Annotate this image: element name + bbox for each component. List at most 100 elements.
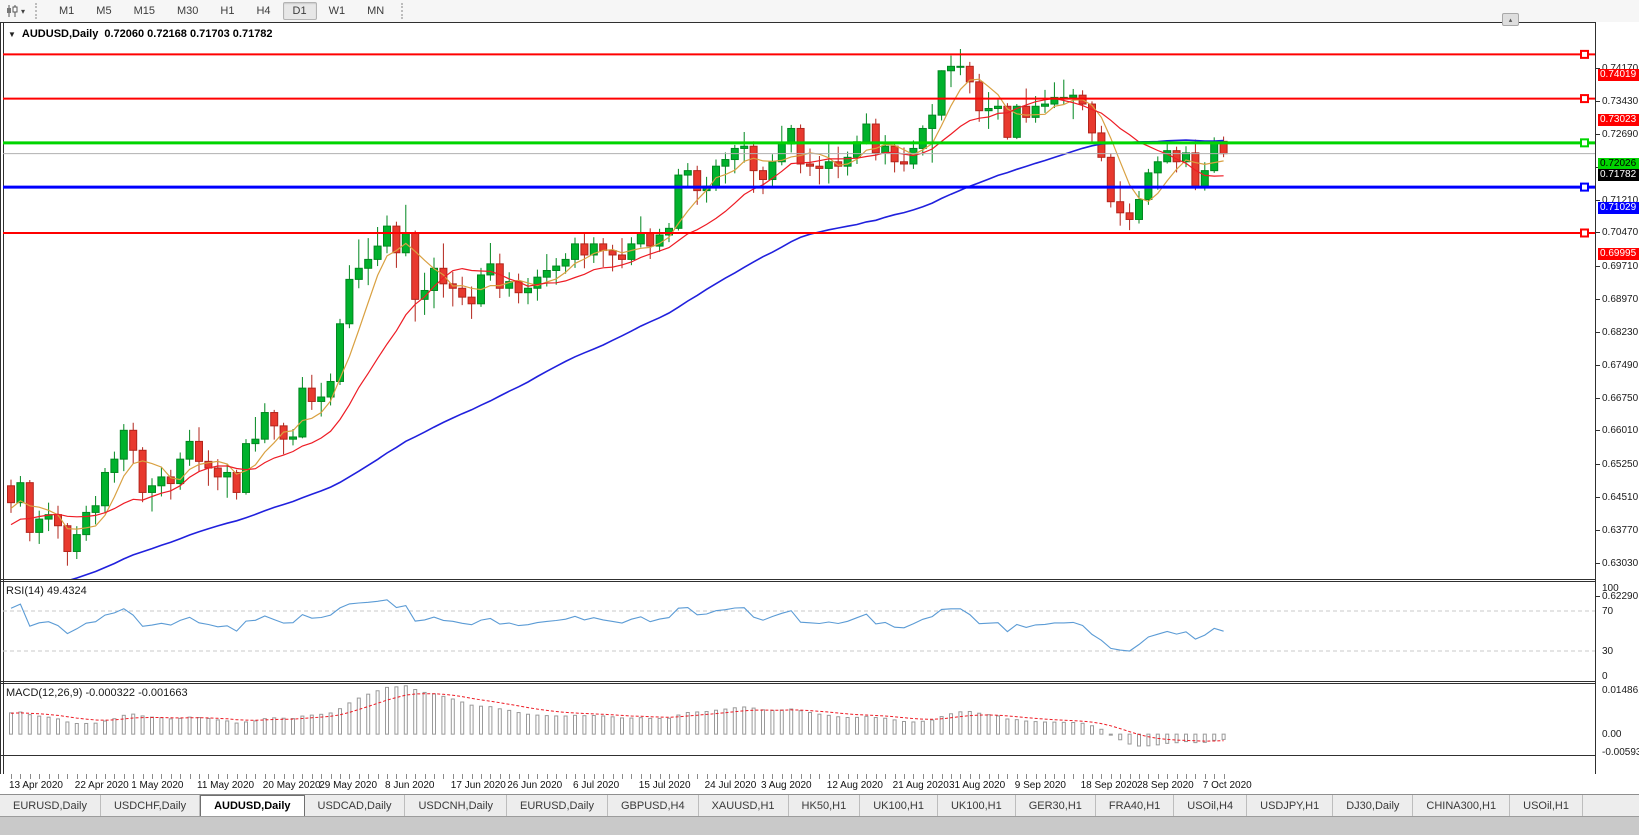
- macd-scale-0.00: 0.00: [1602, 729, 1622, 741]
- date-tick: [161, 774, 163, 779]
- price-axis[interactable]: 0.741700.734300.726900.719500.712100.704…: [1596, 22, 1639, 774]
- timeframe-buttons: M1 M5 M15 M30 H1 H4 D1 W1 MN: [48, 2, 395, 20]
- chart-tab-usdjpy-h1[interactable]: USDJPY,H1: [1247, 795, 1334, 817]
- price-tick-0.73430: 0.73430: [1596, 96, 1638, 107]
- chart-tab-dj30-daily[interactable]: DJ30,Daily: [1333, 795, 1414, 817]
- date-tick: [424, 774, 426, 779]
- timeframe-button-m1[interactable]: M1: [59, 5, 75, 17]
- tick-mark: [1596, 464, 1600, 466]
- price-tag-0.71029: 0.71029: [1598, 202, 1639, 215]
- macd-histogram: [9, 685, 1226, 747]
- collapse-triangle-icon[interactable]: ▼: [8, 29, 16, 39]
- chart-tab-uk100-h1[interactable]: UK100,H1: [860, 795, 938, 817]
- chart-tab-usdcad-daily[interactable]: USDCAD,Daily: [305, 795, 406, 817]
- chart-tab-usoil-h4[interactable]: USOil,H4: [1174, 795, 1248, 817]
- date-tick: [1195, 774, 1197, 779]
- date-tick: [471, 774, 473, 779]
- macd-indicator-label: MACD(12,26,9) -0.000322 -0.001663: [6, 687, 188, 699]
- date-tick: [678, 774, 680, 779]
- date-tick: [321, 774, 323, 779]
- date-label-11-may-2020: 11 May 2020: [197, 780, 255, 791]
- hline-handle: [1580, 49, 1589, 59]
- macd-panel[interactable]: [3, 683, 1595, 755]
- date-label-26-jun-2020: 26 Jun 2020: [507, 780, 563, 791]
- tick-mark: [1596, 298, 1600, 300]
- chart-tab-china300-h1[interactable]: CHINA300,H1: [1413, 795, 1511, 817]
- chart-tab-eurusd-daily[interactable]: EURUSD,Daily: [507, 795, 608, 817]
- date-tick: [697, 774, 699, 779]
- date-tick: [528, 774, 529, 779]
- timeframe-button-mn[interactable]: MN: [367, 5, 385, 17]
- tick-label: 0.71210: [1602, 194, 1639, 206]
- timeframe-button-m5[interactable]: M5: [96, 5, 112, 17]
- date-tick: [791, 774, 793, 779]
- date-label-24-jul-2020: 24 Jul 2020: [704, 780, 757, 791]
- date-tick: [452, 774, 454, 779]
- tick-label: 0.63770: [1602, 524, 1639, 536]
- toolbar-separator: [401, 3, 408, 19]
- tick-mark: [1596, 68, 1600, 70]
- date-tick: [622, 774, 623, 779]
- timeframe-button-d1[interactable]: D1: [282, 2, 317, 20]
- chart-tab-fra40-h1[interactable]: FRA40,H1: [1096, 795, 1175, 817]
- panel-separator[interactable]: [0, 681, 1596, 682]
- price-tick-0.64510: 0.64510: [1596, 492, 1638, 503]
- date-tick: [1223, 774, 1225, 779]
- date-tick: [922, 774, 924, 779]
- rsi-scale-100: 100: [1602, 583, 1619, 594]
- timeframe-button-h4[interactable]: H4: [256, 5, 271, 17]
- price-tick-0.62290: 0.62290: [1596, 590, 1639, 602]
- price-tick-0.72690: 0.72690: [1596, 129, 1638, 140]
- chart-tab-audusd-daily[interactable]: AUDUSD,Daily: [200, 795, 305, 817]
- date-label-12-aug-2020: 12 Aug 2020: [826, 780, 883, 791]
- chart-tab-hk50-h1[interactable]: HK50,H1: [789, 795, 861, 817]
- date-tick: [744, 774, 746, 779]
- date-label-31-aug-2020: 31 Aug 2020: [949, 780, 1006, 791]
- date-tick: [142, 774, 144, 779]
- chart-tab-xauusd-h1[interactable]: XAUUSD,H1: [699, 795, 789, 817]
- date-tick: [29, 774, 31, 779]
- date-tick: [509, 774, 511, 779]
- date-tick: [659, 774, 661, 779]
- rsi-panel[interactable]: [3, 581, 1595, 681]
- date-tick: [1035, 774, 1037, 779]
- chart-tab-ger30-h1[interactable]: GER30,H1: [1016, 795, 1096, 817]
- price-tick-0.69710: 0.69710: [1596, 261, 1638, 272]
- timeframe-button-m15[interactable]: M15: [133, 5, 155, 17]
- macd-scale-0.014861: 0.014861: [1602, 685, 1639, 696]
- chart-ohlc-values: 0.72060 0.72168 0.71703 0.71782: [104, 28, 273, 40]
- date-tick: [311, 774, 313, 779]
- panel-separator[interactable]: [0, 579, 1596, 580]
- date-tick: [105, 774, 106, 779]
- date-tick: [866, 774, 868, 779]
- date-tick: [11, 774, 12, 779]
- tick-label: 0.62290: [1602, 590, 1639, 602]
- tick-mark: [1596, 331, 1600, 333]
- chart-frame-border: [0, 22, 4, 774]
- rsi-indicator-label: RSI(14) 49.4324: [6, 585, 87, 597]
- main-price-chart[interactable]: [3, 23, 1595, 579]
- timeframe-button-h1[interactable]: H1: [220, 5, 235, 17]
- date-tick: [1204, 774, 1206, 779]
- timeframe-button-w1[interactable]: W1: [328, 5, 346, 17]
- date-tick: [330, 774, 332, 779]
- price-tick-0.67490: 0.67490: [1596, 360, 1638, 371]
- date-tick: [1054, 774, 1056, 779]
- chart-tab-usoil-h1[interactable]: USOil,H1: [1510, 795, 1583, 817]
- date-tick: [640, 774, 642, 779]
- hline-handle: [1580, 228, 1589, 238]
- chart-type-control[interactable]: ▾: [0, 5, 29, 17]
- chart-tab-gbpusd-h4[interactable]: GBPUSD,H4: [608, 795, 699, 817]
- timeframe-button-m30[interactable]: M30: [176, 5, 199, 17]
- timeframe-toolbar: ▾ M1 M5 M15 M30 H1 H4 D1 W1 MN: [0, 0, 1639, 23]
- chart-tab-uk100-h1[interactable]: UK100,H1: [938, 795, 1016, 817]
- scroll-up-marker[interactable]: ▴: [1502, 13, 1519, 26]
- chart-tab-usdcnh-daily[interactable]: USDCNH,Daily: [405, 795, 508, 817]
- chart-tab-eurusd-daily[interactable]: EURUSD,Daily: [0, 795, 101, 817]
- date-tick: [1063, 774, 1065, 779]
- chart-tab-usdchf-daily[interactable]: USDCHF,Daily: [101, 795, 201, 817]
- tick-mark: [1596, 430, 1600, 432]
- date-tick: [405, 774, 407, 779]
- date-axis[interactable]: 13 Apr 2020 22 Apr 2020 1 May 2020 11 May 2…: [0, 774, 1639, 794]
